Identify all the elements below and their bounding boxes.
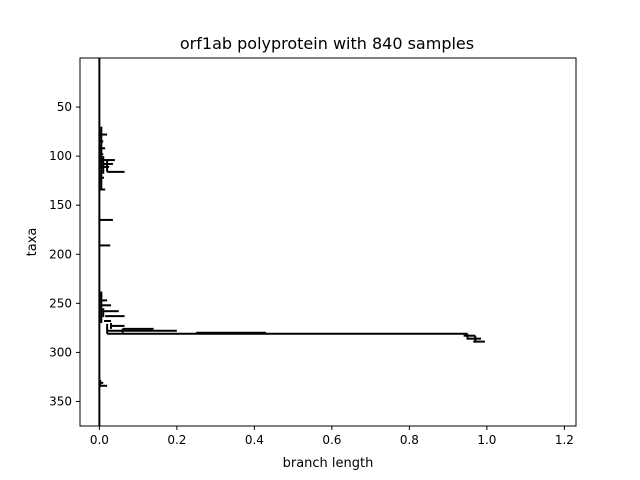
x-tick-label: 1.2 [555, 433, 574, 447]
x-tick-label: 0.6 [322, 433, 341, 447]
x-tick-label: 0.0 [90, 433, 109, 447]
chart-title: orf1ab polyprotein with 840 samples [180, 34, 474, 53]
y-axis: 50 100 150 200 250 300 350 [49, 100, 80, 408]
x-tick-label: 0.8 [400, 433, 419, 447]
x-axis: 0.0 0.2 0.4 0.6 0.8 1.0 1.2 [90, 426, 574, 447]
x-tick-label: 0.2 [167, 433, 186, 447]
x-tick-label: 1.0 [477, 433, 496, 447]
plot-area [98, 58, 485, 426]
y-tick-label: 100 [49, 149, 72, 163]
x-axis-label: branch length [283, 456, 374, 471]
y-tick-label: 350 [49, 394, 72, 408]
y-tick-label: 200 [49, 247, 72, 261]
y-tick-label: 150 [49, 198, 72, 212]
plot-frame [79, 57, 577, 427]
y-tick-label: 300 [49, 345, 72, 359]
y-tick-label: 50 [57, 100, 72, 114]
y-tick-label: 250 [49, 296, 72, 310]
y-axis-label: taxa [25, 228, 40, 257]
x-tick-label: 0.4 [245, 433, 264, 447]
